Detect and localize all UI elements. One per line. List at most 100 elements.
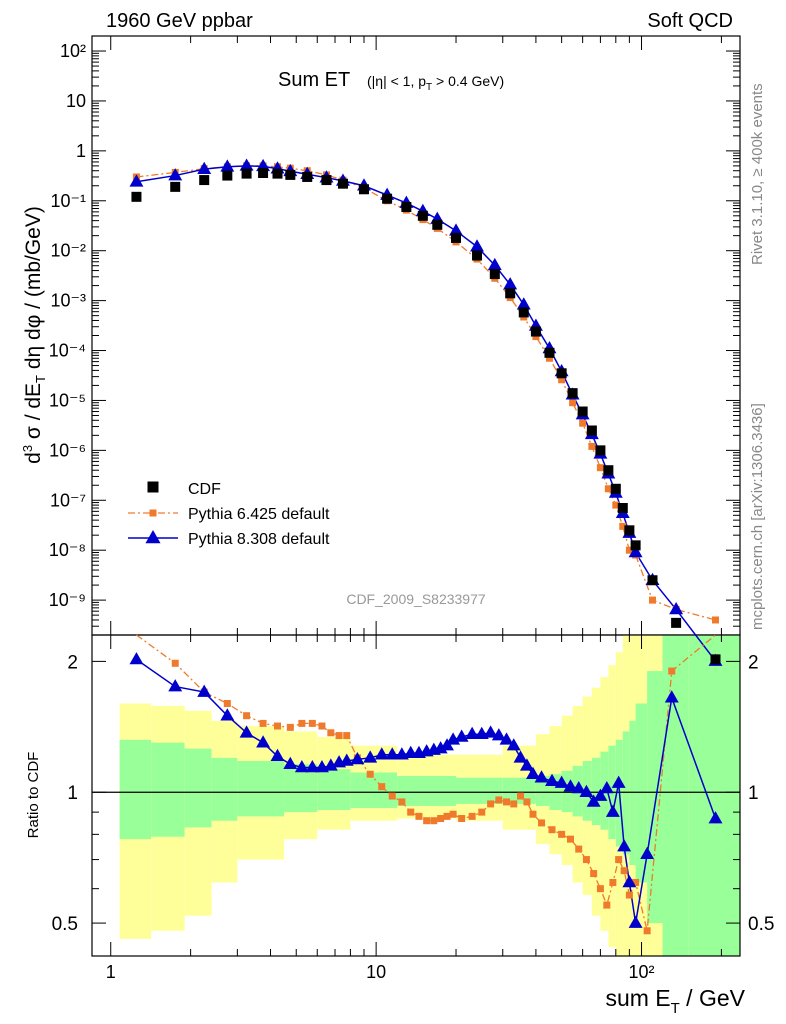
pythia6-ratio-marker: [582, 856, 590, 864]
pythia8-marker: [197, 161, 212, 174]
cdf-marker: [544, 347, 555, 358]
pythia8-ratio-marker: [483, 725, 498, 738]
pythia6-marker: [612, 501, 620, 509]
pythia6-ratio-marker: [510, 800, 518, 808]
stat-band-bin: [561, 770, 573, 813]
pythia8-ratio-marker: [499, 732, 514, 745]
legend-marker-pythia6: [149, 509, 157, 517]
pythia6-ratio-marker: [223, 700, 231, 708]
cdf-marker: [199, 175, 210, 186]
cdf-marker: [617, 503, 628, 514]
stat-band-bin: [635, 703, 648, 883]
pythia6-ratio-marker: [318, 722, 326, 730]
pythia8-ratio-marker: [571, 781, 586, 794]
pythia8-ratio-marker: [563, 779, 578, 792]
cdf-marker: [451, 232, 462, 243]
cdf-marker: [624, 525, 635, 536]
pythia6-ratio-marker: [343, 732, 351, 740]
cdf-marker: [382, 193, 393, 204]
pythia8-marker: [516, 297, 531, 310]
cdf-marker: [321, 175, 332, 186]
pythia8-ratio-marker: [256, 735, 271, 748]
y-tick-label: 10⁻⁶: [49, 440, 86, 460]
pythia6-ratio-marker: [437, 815, 445, 823]
stat-band-bin: [688, 635, 740, 956]
pythia8-ratio-marker: [708, 811, 723, 824]
ratio-y-tick-label: 2: [748, 652, 759, 673]
cdf-marker: [647, 575, 658, 586]
cdf-marker: [337, 178, 348, 189]
pythia8-ratio-marker: [545, 773, 559, 787]
pythia6-ratio-marker: [495, 796, 503, 804]
y-tick-label: 10²: [60, 41, 86, 61]
pythia8-ratio-marker: [506, 738, 521, 751]
y-tick-label: 10⁻⁵: [49, 390, 86, 410]
pythia8-marker: [470, 239, 484, 252]
pythia6-ratio-marker: [335, 732, 343, 740]
y-tick-label: 10⁻¹: [50, 191, 86, 211]
cdf-marker: [630, 540, 641, 551]
cdf-marker: [530, 326, 541, 337]
y-tick-label: 10⁻²: [50, 241, 86, 261]
pythia6-ratio-marker: [566, 835, 574, 843]
cdf-marker: [671, 617, 682, 628]
pythia6-marker: [596, 464, 604, 472]
cdf-marker: [556, 368, 567, 379]
pythia8-marker: [628, 545, 643, 558]
pythia8-ratio-marker: [519, 758, 534, 771]
pythia8-ratio-marker: [283, 756, 298, 770]
cdf-marker: [518, 307, 529, 318]
y-tick-label: 10⁻⁹: [49, 590, 86, 610]
y-tick-label: 10: [66, 91, 86, 111]
pythia6-ratio-line: [136, 634, 716, 931]
ratio-series: [129, 634, 723, 935]
pythia6-marker: [625, 546, 633, 554]
pythia8-ratio-marker: [374, 747, 389, 760]
cdf-marker: [710, 654, 721, 665]
y-axis-title: d3 σ / dET dη dφ / (mb/GeV): [20, 206, 48, 464]
y-tick-label: 1: [76, 141, 86, 161]
legend-label-pythia6: Pythia 6.425 default: [188, 506, 330, 523]
pythia8-ratio-marker: [491, 728, 506, 741]
cdf-marker: [401, 202, 412, 213]
pythia8-marker: [669, 602, 684, 615]
analysis-id: CDF_2009_S8233977: [346, 591, 486, 607]
cdf-marker: [272, 168, 283, 179]
stat-band-bin: [591, 757, 601, 826]
cdf-marker: [241, 168, 252, 179]
pythia6-ratio-marker: [366, 770, 374, 778]
pythia6-ratio-marker: [487, 800, 495, 808]
pythia8-ratio-marker: [664, 690, 679, 703]
pythia6-ratio-marker: [274, 722, 282, 730]
pythia6-marker: [569, 399, 577, 407]
cdf-marker: [586, 425, 597, 436]
ratio-y-tick-label: 2: [67, 652, 78, 673]
cdf-marker: [170, 181, 181, 192]
header-left: 1960 GeV ppbar: [106, 10, 253, 32]
ratio-uncertainty-bands: [119, 635, 740, 956]
pythia8-ratio-marker: [599, 781, 614, 794]
pythia8-ratio-marker: [305, 760, 320, 773]
cdf-marker: [222, 170, 233, 181]
pythia6-marker: [558, 376, 566, 384]
pythia6-ratio-marker: [468, 812, 476, 820]
cdf-marker: [358, 184, 369, 195]
pythia8-marker: [449, 223, 463, 236]
pythia8-ratio-marker: [526, 766, 540, 780]
pythia6-ratio-marker: [523, 798, 531, 806]
pythia8-marker: [168, 168, 183, 181]
pythia6-ratio-marker: [596, 885, 604, 893]
stat-band-bin: [647, 671, 663, 924]
cdf-marker: [567, 388, 578, 399]
stat-band-bin: [662, 635, 689, 956]
x-tick-label: 10: [366, 962, 386, 982]
pythia6-ratio-marker: [327, 729, 335, 737]
stat-band-bin: [629, 720, 636, 866]
pythia8-line: [136, 165, 717, 662]
pythia8-ratio-marker: [129, 652, 144, 665]
pythia6-marker: [579, 419, 587, 427]
cdf-marker: [505, 288, 516, 299]
cdf-marker: [472, 250, 483, 261]
pythia6-ratio-marker: [632, 878, 640, 886]
stat-band-bin: [622, 731, 630, 855]
